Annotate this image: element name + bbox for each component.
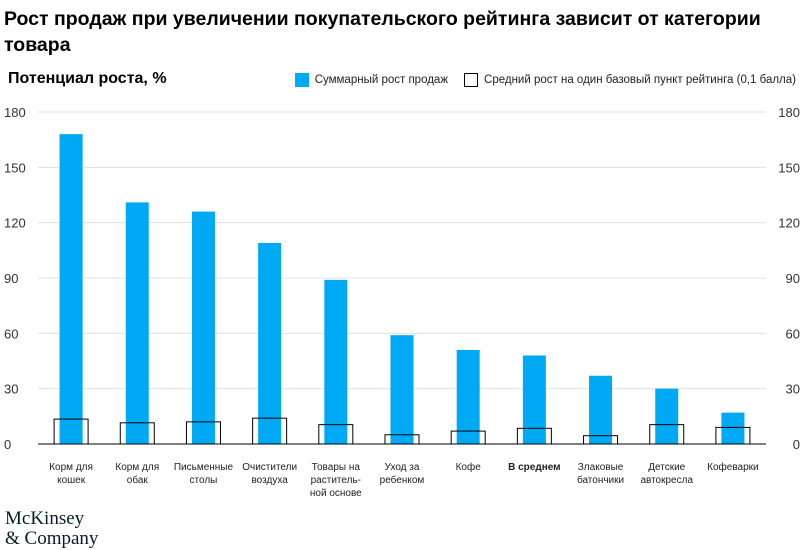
x-tick-label: воздуха	[251, 475, 288, 486]
y-tick-label-right: 150	[778, 160, 800, 175]
bar-total	[456, 349, 480, 444]
y-tick-label-left: 150	[4, 160, 26, 175]
legend-item-average: Средний рост на один базовый пункт рейти…	[464, 73, 796, 87]
y-tick-label-right: 0	[793, 437, 800, 452]
bar-total	[324, 279, 348, 444]
x-tick-label: столы	[190, 475, 218, 486]
legend: Суммарный рост продаж Средний рост на од…	[279, 73, 796, 87]
mckinsey-logo: McKinsey & Company	[5, 509, 98, 549]
x-tick-label: кошек	[57, 475, 86, 486]
x-tick-label: батончики	[577, 474, 624, 486]
bar-total	[390, 335, 414, 444]
legend-label-average: Средний рост на один базовый пункт рейти…	[484, 74, 796, 86]
bar-total	[589, 375, 613, 444]
y-tick-label-right: 30	[786, 382, 800, 397]
x-tick-label: обак	[127, 474, 149, 486]
bar-average	[649, 424, 685, 445]
x-tick-label: Кофе	[456, 461, 482, 473]
y-tick-label-right: 60	[786, 326, 800, 341]
bar-average	[450, 430, 486, 445]
logo-line-2: & Company	[5, 528, 99, 549]
bar-total	[191, 211, 215, 444]
y-tick-label-right: 180	[778, 105, 800, 120]
x-tick-label: Кофеварки	[707, 461, 758, 473]
x-tick-label: ной основе	[310, 488, 362, 499]
y-tick-label-left: 120	[4, 216, 26, 231]
x-tick-label: Товары на	[312, 462, 361, 473]
x-tick-label: Уход за	[385, 462, 420, 473]
bar-total	[59, 134, 83, 444]
y-tick-label-left: 90	[4, 271, 18, 286]
x-tick-label: ребенком	[380, 474, 425, 486]
x-tick-label: Корм для	[115, 462, 159, 473]
chart-title: Рост продаж при увеличении покупательско…	[4, 8, 761, 56]
bar-average	[384, 434, 420, 445]
x-tick-label: раститель-	[311, 475, 361, 486]
bar-total	[125, 202, 149, 444]
x-tick-label: Детские	[648, 462, 685, 473]
y-tick-label-right: 90	[786, 271, 800, 286]
y-tick-label-right: 120	[778, 216, 800, 231]
legend-swatch-total	[294, 73, 309, 87]
y-tick-label-left: 0	[4, 437, 11, 452]
bar-average	[119, 422, 155, 445]
bar-average	[583, 435, 619, 445]
bar-average	[53, 418, 89, 445]
bar-average	[318, 424, 354, 445]
bar-average	[185, 421, 221, 445]
legend-label-total: Суммарный рост продаж	[314, 74, 449, 86]
x-tick-label: автокресла	[640, 475, 693, 486]
y-axis-label: Потенциал роста, %	[8, 70, 167, 87]
x-tick-label: Письменные	[174, 462, 234, 473]
bar-average	[252, 417, 288, 445]
y-tick-label-left: 60	[4, 326, 18, 341]
x-tick-label: Очистители	[242, 462, 297, 473]
legend-swatch-average	[464, 73, 479, 87]
bar-average	[516, 427, 552, 445]
bar-total	[258, 242, 282, 444]
y-tick-label-left: 30	[4, 382, 18, 397]
legend-item-total: Суммарный рост продаж	[294, 73, 449, 87]
x-tick-label: Злаковые	[578, 462, 624, 473]
bar-total	[522, 355, 546, 444]
bar-total	[721, 412, 745, 444]
y-tick-label-left: 180	[4, 105, 26, 120]
bar-total	[655, 388, 679, 444]
x-tick-label: Корм для	[49, 462, 93, 473]
bar-average	[715, 426, 751, 445]
x-tick-label: В среднем	[508, 462, 560, 473]
logo-line-1: McKinsey	[5, 508, 85, 529]
